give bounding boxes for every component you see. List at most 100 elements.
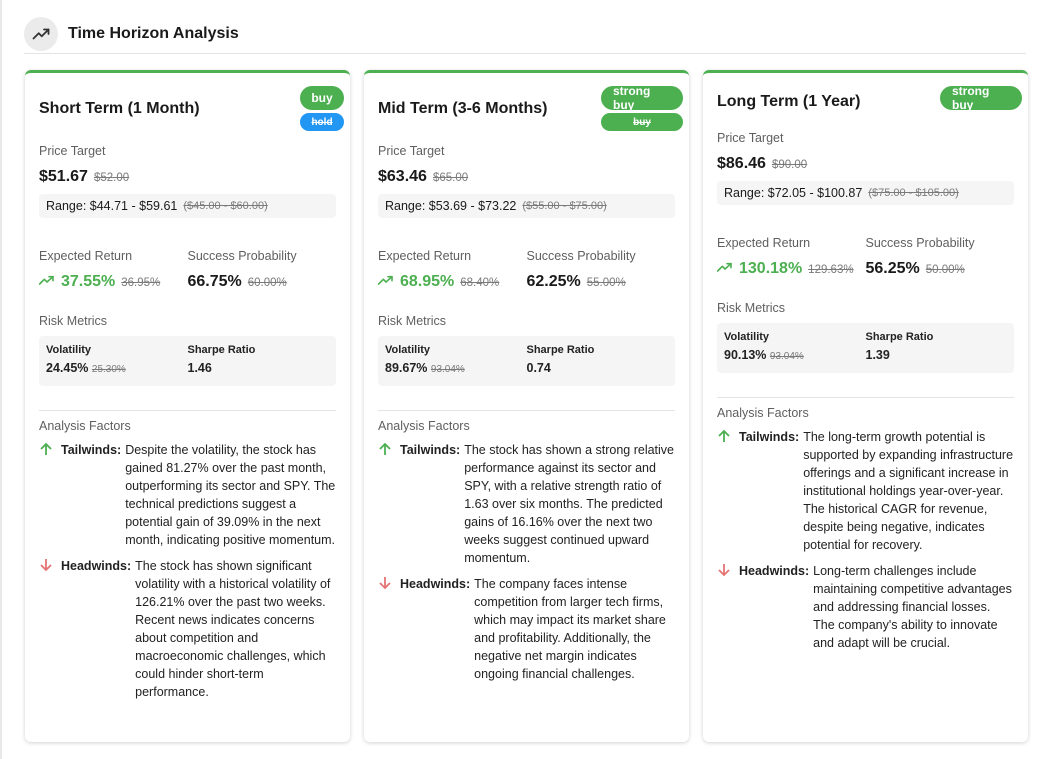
trending-up-icon [377, 273, 394, 291]
tailwinds-label: Tailwinds: [739, 430, 800, 444]
price-target-section: Price Target $86.46 $90.00 Range: $72.05… [717, 131, 1014, 205]
price-target-section: Price Target $51.67 $52.00 Range: $44.71… [39, 144, 336, 218]
sharpe-ratio-label: Sharpe Ratio [187, 344, 256, 356]
sharpe-ratio-value: 1.46 [187, 361, 212, 375]
previous-expected-return: 129.63% [808, 264, 854, 276]
success-probability-value: 62.25% [526, 273, 581, 290]
previous-price-target: $65.00 [432, 172, 469, 184]
price-target-value: $63.46 [378, 168, 427, 185]
previous-volatility: 25.30% [91, 364, 126, 375]
risk-metrics-section: Risk Metrics Volatility 89.67% 93.04% Sh… [378, 314, 675, 386]
success-probability-value: 66.75% [187, 273, 242, 290]
success-probability-value: 56.25% [865, 260, 920, 277]
headwinds-text: Long-term challenges include maintaining… [813, 564, 1012, 650]
trending-up-icon [716, 260, 733, 278]
volatility-value: 89.67% [385, 361, 428, 375]
risk-metrics-label: Risk Metrics [717, 301, 786, 315]
analysis-factors-section: Analysis Factors Tailwinds: The long-ter… [717, 406, 1014, 652]
previous-price-target: $90.00 [771, 159, 808, 171]
expected-return-value: 130.18% [739, 260, 803, 277]
headwinds-factor: Headwinds: The company faces intense com… [378, 575, 675, 683]
analysis-factors-label: Analysis Factors [717, 406, 809, 420]
previous-success-probability: 50.00% [925, 264, 965, 276]
previous-range: ($55.00 - $75.00) [522, 200, 607, 212]
previous-range: ($75.00 - $105.00) [868, 187, 959, 199]
card-title: Long Term (1 Year) [717, 93, 861, 110]
sharpe-ratio-value: 0.74 [526, 361, 551, 375]
headwinds-factor: Headwinds: Long-term challenges include … [717, 562, 1014, 652]
analysis-factors-label: Analysis Factors [378, 419, 470, 433]
previous-range: ($45.00 - $60.00) [183, 200, 268, 212]
risk-metrics-label: Risk Metrics [378, 314, 447, 328]
section-header: Time Horizon Analysis [24, 14, 1026, 54]
success-probability-label: Success Probability [865, 236, 975, 250]
return-probability-section: Expected Return 68.95% 68.40% Success Pr… [377, 249, 675, 291]
arrow-up-icon [717, 428, 739, 554]
previous-volatility: 93.04% [430, 364, 465, 375]
page-edge [0, 0, 2, 759]
risk-metrics-section: Risk Metrics Volatility 24.45% 25.30% Sh… [39, 314, 336, 386]
divider [378, 410, 675, 411]
card-title: Mid Term (3-6 Months) [378, 100, 548, 117]
volatility-value: 24.45% [46, 361, 89, 375]
price-range: Range: $44.71 - $59.61 ($45.00 - $60.00) [39, 194, 336, 218]
previous-success-probability: 55.00% [586, 277, 626, 289]
arrow-up-icon [378, 441, 400, 567]
range-value: Range: $53.69 - $73.22 [385, 199, 517, 213]
risk-metrics-section: Risk Metrics Volatility 90.13% 93.04% Sh… [717, 301, 1014, 373]
expected-return-value: 37.55% [61, 273, 116, 290]
price-target-label: Price Target [39, 144, 106, 158]
price-range: Range: $53.69 - $73.22 ($55.00 - $75.00) [378, 194, 675, 218]
headwinds-label: Headwinds: [400, 577, 471, 591]
trending-up-icon [24, 16, 58, 51]
page-title: Time Horizon Analysis [68, 24, 239, 42]
previous-rating-badge: hold [300, 113, 344, 131]
previous-success-probability: 60.00% [247, 277, 287, 289]
price-target-value: $86.46 [717, 155, 766, 172]
divider [39, 410, 336, 411]
return-probability-section: Expected Return 130.18% 129.63% Success … [716, 236, 1014, 278]
analysis-factors-section: Analysis Factors Tailwinds: Despite the … [39, 419, 336, 701]
trending-up-icon [38, 273, 55, 291]
headwinds-label: Headwinds: [739, 564, 810, 578]
card-title: Short Term (1 Month) [39, 100, 200, 117]
rating-badges: buy hold [300, 86, 344, 131]
arrow-up-icon [39, 441, 61, 549]
range-value: Range: $72.05 - $100.87 [724, 186, 863, 200]
arrow-down-icon [378, 575, 400, 683]
horizon-card-long-term: Long Term (1 Year) strong buy Price Targ… [703, 70, 1028, 742]
arrow-down-icon [717, 562, 739, 652]
price-range: Range: $72.05 - $100.87 ($75.00 - $105.0… [717, 181, 1014, 205]
horizon-card-short-term: Short Term (1 Month) buy hold Price Targ… [25, 70, 350, 742]
arrow-down-icon [39, 557, 61, 701]
sharpe-ratio-label: Sharpe Ratio [526, 344, 595, 356]
expected-return-value: 68.95% [400, 273, 455, 290]
volatility-label: Volatility [385, 344, 431, 356]
previous-expected-return: 68.40% [460, 277, 500, 289]
horizon-card-mid-term: Mid Term (3-6 Months) strong buy buy Pri… [364, 70, 689, 742]
previous-expected-return: 36.95% [121, 277, 161, 289]
expected-return-label: Expected Return [39, 249, 133, 263]
range-value: Range: $44.71 - $59.61 [46, 199, 178, 213]
previous-price-target: $52.00 [93, 172, 130, 184]
expected-return-label: Expected Return [717, 236, 811, 250]
price-target-section: Price Target $63.46 $65.00 Range: $53.69… [378, 144, 675, 218]
price-target-label: Price Target [378, 144, 445, 158]
previous-volatility: 93.04% [769, 351, 804, 362]
tailwinds-label: Tailwinds: [400, 443, 461, 457]
tailwinds-label: Tailwinds: [61, 443, 122, 457]
analysis-factors-section: Analysis Factors Tailwinds: The stock ha… [378, 419, 675, 683]
headwinds-factor: Headwinds: The stock has shown significa… [39, 557, 336, 701]
rating-badges: strong buy [940, 84, 1022, 112]
sharpe-ratio-label: Sharpe Ratio [865, 331, 934, 343]
rating-badge: strong buy [940, 84, 1022, 112]
success-probability-label: Success Probability [526, 249, 636, 263]
sharpe-ratio-value: 1.39 [865, 348, 890, 362]
headwinds-text: The stock has shown significant volatili… [135, 559, 331, 699]
rating-badges: strong buy buy [601, 84, 683, 131]
price-target-label: Price Target [717, 131, 784, 145]
volatility-value: 90.13% [724, 348, 767, 362]
tailwinds-text: The long-term growth potential is suppor… [803, 430, 1014, 552]
tailwinds-factor: Tailwinds: The long-term growth potentia… [717, 428, 1014, 554]
expected-return-label: Expected Return [378, 249, 472, 263]
